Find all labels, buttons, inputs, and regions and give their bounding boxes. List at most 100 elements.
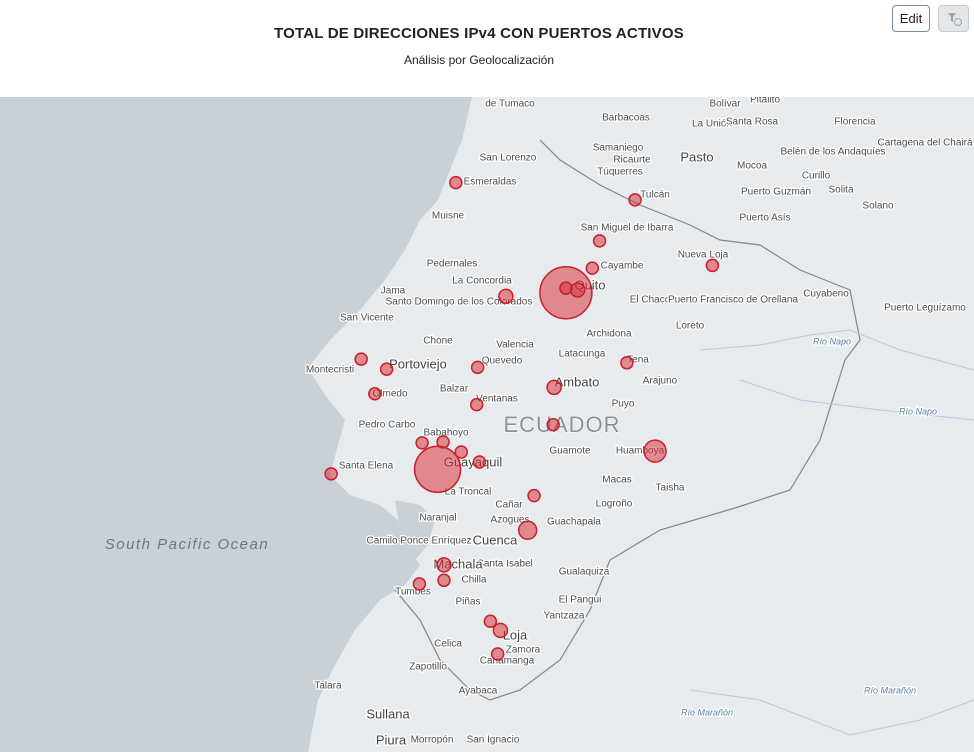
ocean — [0, 97, 472, 752]
place-label: Taisha — [656, 483, 685, 494]
place-label: Río Napo — [899, 406, 937, 416]
place-label: Río Napo — [813, 336, 851, 346]
place-label: Pasto — [680, 149, 713, 164]
bubble — [569, 282, 586, 298]
bubble — [527, 488, 541, 503]
place-label: Guachapala — [547, 517, 601, 528]
place-label: Río Marañón — [681, 707, 733, 717]
place-label: Guamote — [549, 446, 591, 457]
place-label: Samaniego — [593, 143, 644, 154]
bubble — [379, 362, 394, 376]
place-label: La Concordia — [452, 276, 512, 287]
place-label: Río Marañón — [864, 685, 916, 695]
place-label: Puyo — [612, 399, 635, 410]
place-label: Azogues — [491, 515, 530, 526]
place-label: Montecristi — [306, 365, 354, 376]
place-label: Arajuno — [643, 376, 678, 387]
place-label: Naranjal — [419, 513, 456, 524]
border — [394, 139, 861, 701]
place-label: Camilo Ponce Enríquez — [366, 536, 471, 547]
bubble — [469, 397, 484, 412]
place-label: San Miguel de Ibarra — [581, 223, 674, 234]
bubble — [628, 193, 642, 207]
place-label: Pedernales — [427, 259, 478, 270]
place-label: Santo Domingo de los Colorados — [386, 297, 533, 308]
place-label: Talara — [314, 681, 342, 692]
bubble — [492, 622, 509, 639]
place-label: Puerto Francisco de Orellana — [668, 295, 799, 306]
subtitle: Análisis por Geolocalización — [403, 53, 555, 67]
place-label: San Ignacio — [467, 735, 520, 746]
place-label: Bolívar — [709, 99, 741, 110]
place-label: Ayabaca — [459, 686, 498, 697]
place-label: ECUADOR — [503, 412, 620, 437]
bubble — [498, 288, 514, 305]
place-label: Belén de los Andaquíes — [780, 147, 885, 158]
place-label: Ambato — [555, 374, 600, 389]
bubble — [546, 379, 562, 396]
place-label: Cartagena del Chairá — [877, 138, 972, 149]
place-label: Chone — [423, 336, 453, 347]
place-label: Muisne — [432, 211, 465, 222]
place-label: Nueva Loja — [678, 250, 729, 261]
place-label: Puerto Asís — [739, 213, 790, 224]
place-label: Quevedo — [482, 356, 523, 367]
bubble — [472, 455, 487, 469]
place-label: Santa Elena — [339, 461, 394, 472]
bubble — [705, 258, 720, 273]
place-label: Curillo — [802, 171, 831, 182]
place-label: Portoviejo — [389, 356, 447, 371]
place-label: Chilla — [461, 575, 486, 586]
place-label: Zapotillo — [409, 662, 447, 673]
place-label: Sullana — [366, 706, 410, 721]
place-label: Babahoyo — [423, 428, 468, 439]
filter-button[interactable] — [938, 5, 969, 32]
bubble — [354, 352, 368, 366]
place-label: Barbacoas — [602, 113, 650, 124]
place-label: Mocoa — [737, 161, 767, 172]
place-label: Archidona — [586, 329, 631, 340]
bubble — [559, 281, 573, 295]
header: TOTAL DE DIRECCIONES IPv4 CON PUERTOS AC… — [0, 0, 974, 97]
place-label: Piñas — [455, 597, 480, 608]
place-label: Balzar — [440, 384, 469, 395]
bubble — [412, 577, 427, 591]
place-label: Esmeraldas — [464, 177, 517, 188]
gulf — [395, 500, 435, 560]
place-label: Tumbes — [395, 587, 431, 598]
river — [689, 329, 974, 736]
place-label: Macas — [602, 475, 631, 486]
bubble — [413, 445, 462, 494]
place-label: La Unión — [692, 119, 732, 130]
place-label: Cuenca — [473, 532, 519, 547]
place-label: Cuyabeno — [803, 289, 849, 300]
place-label: Loreto — [676, 321, 705, 332]
bubble — [490, 647, 505, 661]
bubble — [368, 386, 382, 401]
place-label: Puerto Guzmán — [741, 187, 811, 198]
place-label: Solano — [862, 201, 894, 212]
place-label: La Troncal — [445, 487, 492, 498]
place-label: Ventanas — [476, 394, 518, 405]
bubble — [546, 417, 560, 432]
title: TOTAL DE DIRECCIONES IPv4 CON PUERTOS AC… — [274, 25, 684, 42]
place-label: Puerto Leguízamo — [884, 303, 966, 314]
place-label: Cañar — [495, 500, 523, 511]
bubble — [449, 175, 463, 190]
place-label: Jama — [381, 286, 406, 297]
edit-button[interactable]: Edit — [892, 5, 930, 32]
bubble — [324, 467, 338, 481]
place-label: Piura — [376, 732, 407, 747]
bubble — [620, 356, 634, 370]
place-label: Loja — [503, 627, 528, 642]
place-label: Gualaquiza — [559, 567, 610, 578]
place-label: Logroño — [596, 499, 633, 510]
bubble — [592, 234, 607, 248]
bubble — [437, 573, 451, 588]
place-label: Tulcán — [640, 190, 670, 201]
bubble — [643, 439, 667, 463]
bubble — [585, 261, 600, 275]
place-label: Florencia — [834, 117, 876, 128]
place-label: Yantzaza — [544, 611, 585, 622]
